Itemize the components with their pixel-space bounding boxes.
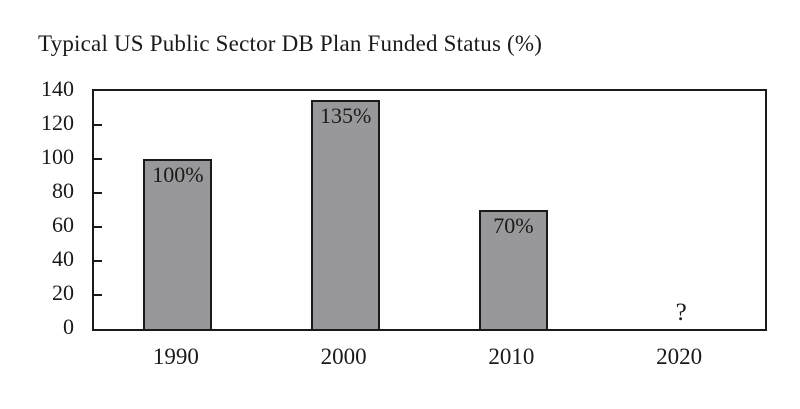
y-axis-tick-label: 60	[52, 212, 74, 237]
y-axis-tick-label: 120	[41, 110, 74, 135]
y-axis-tick	[94, 294, 102, 296]
chart-title: Typical US Public Sector DB Plan Funded …	[38, 31, 543, 56]
plot-area: 100% 135% 70%?	[92, 89, 767, 331]
y-axis-tick-label: 40	[52, 246, 74, 271]
x-axis-label: 2010	[488, 344, 535, 369]
y-axis-tick-label: 100	[41, 144, 74, 169]
bar-value-label: 135%	[319, 102, 372, 128]
bar-value-label: 100%	[152, 162, 204, 187]
y-axis-tick	[94, 158, 102, 160]
y-axis-tick-label: 0	[63, 314, 74, 339]
bar: 100%	[143, 159, 213, 329]
bar: 70%	[478, 210, 548, 329]
y-axis-tick	[94, 192, 102, 194]
y-axis-tick-label: 20	[52, 280, 74, 305]
y-axis-tick	[94, 124, 102, 126]
y-axis-tick-label: 80	[52, 178, 74, 203]
x-axis-label: 2000	[320, 344, 367, 369]
x-axis-label: 2020	[656, 344, 703, 369]
y-axis-tick	[94, 260, 102, 262]
unknown-value-label: ?	[675, 299, 687, 326]
bar: 135%	[311, 99, 381, 329]
x-axis-label: 1990	[152, 344, 199, 369]
y-axis-tick-label: 140	[41, 76, 74, 101]
y-axis-tick	[94, 226, 102, 228]
bar-value-label: 70%	[493, 213, 534, 238]
